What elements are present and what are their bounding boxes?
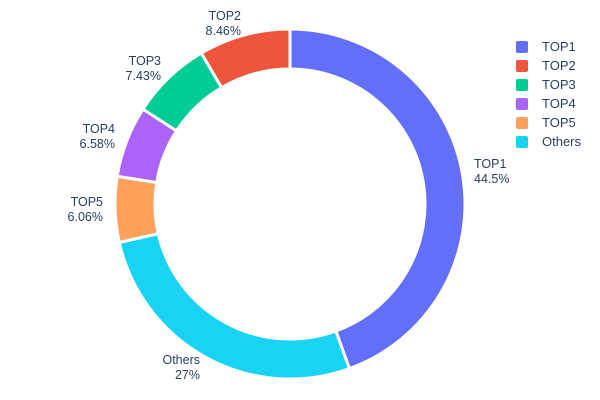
slice-label-name: TOP4 bbox=[82, 122, 115, 136]
pie-slice-others[interactable] bbox=[117, 232, 351, 381]
legend-item-top4[interactable]: TOP4 bbox=[516, 94, 581, 113]
slice-label-top3: TOP3 7.43% bbox=[126, 54, 161, 84]
legend-label: TOP1 bbox=[542, 39, 576, 54]
slice-label-name: Others bbox=[162, 353, 200, 367]
slice-label-percent: 44.5% bbox=[474, 172, 510, 186]
slice-label-percent: 6.58% bbox=[79, 137, 115, 151]
slice-label-top5: TOP5 6.06% bbox=[68, 195, 103, 225]
legend-swatch-icon bbox=[516, 97, 528, 110]
slice-label-name: TOP3 bbox=[128, 54, 161, 68]
slice-label-percent: 8.46% bbox=[205, 24, 241, 38]
slice-label-name: TOP5 bbox=[70, 195, 103, 209]
slice-label-name: TOP1 bbox=[474, 157, 507, 171]
legend-label: TOP5 bbox=[542, 115, 576, 130]
legend-swatch-icon bbox=[516, 40, 528, 53]
legend-label: TOP4 bbox=[542, 96, 576, 111]
legend-label: Others bbox=[542, 134, 582, 149]
legend-item-others[interactable]: Others bbox=[516, 132, 581, 151]
pie-slice-top2[interactable] bbox=[199, 27, 292, 90]
legend-swatch-icon bbox=[516, 78, 528, 91]
legend-swatch-icon bbox=[516, 135, 528, 148]
legend-label: TOP2 bbox=[542, 58, 576, 73]
legend-item-top5[interactable]: TOP5 bbox=[516, 113, 581, 132]
legend-label: TOP3 bbox=[542, 77, 576, 92]
legend-swatch-icon bbox=[516, 116, 528, 129]
slice-label-top1: TOP1 44.5% bbox=[474, 157, 509, 187]
slice-label-top2: TOP2 8.46% bbox=[206, 9, 241, 39]
slice-label-top4: TOP4 6.58% bbox=[80, 122, 115, 152]
slice-label-others: Others 27% bbox=[162, 353, 200, 383]
legend: TOP1 TOP2 TOP3 TOP4 TOP5 Others bbox=[516, 37, 581, 151]
slice-label-percent: 27% bbox=[174, 368, 200, 382]
legend-item-top1[interactable]: TOP1 bbox=[516, 37, 581, 56]
slice-label-percent: 6.06% bbox=[67, 210, 103, 224]
pie-slice-top5[interactable] bbox=[113, 174, 160, 244]
legend-swatch-icon bbox=[516, 59, 528, 72]
slice-label-name: TOP2 bbox=[208, 9, 241, 23]
slice-label-percent: 7.43% bbox=[125, 69, 161, 83]
legend-item-top3[interactable]: TOP3 bbox=[516, 75, 581, 94]
legend-item-top2[interactable]: TOP2 bbox=[516, 56, 581, 75]
pie-slice-top1[interactable] bbox=[288, 27, 467, 371]
